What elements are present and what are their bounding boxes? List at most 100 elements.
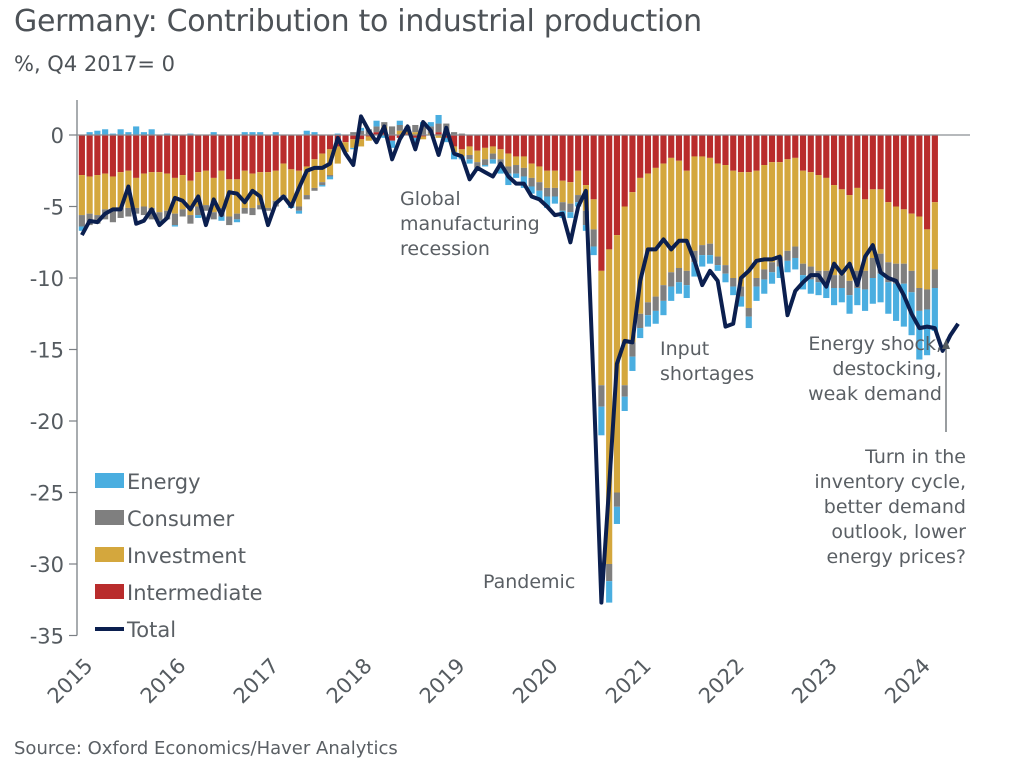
bar-energy <box>489 159 496 164</box>
bar-consumer <box>652 296 659 311</box>
bar-intermediate <box>737 135 745 173</box>
bar-consumer <box>768 262 776 273</box>
bar-intermediate <box>691 135 698 157</box>
bar-energy <box>869 278 876 304</box>
bar-consumer <box>792 246 799 258</box>
bar-intermediate <box>761 135 768 166</box>
bar-intermediate <box>241 135 248 171</box>
bar-investment <box>357 139 365 147</box>
bar-energy <box>629 356 636 371</box>
bar-intermediate <box>226 135 233 180</box>
bar-intermediate <box>94 135 101 176</box>
bar-energy <box>815 282 822 296</box>
bar-investment <box>218 170 225 208</box>
annotation: Energy shock, destocking, weak demand <box>808 333 942 405</box>
bar-energy <box>830 288 838 306</box>
bar-consumer <box>257 205 264 210</box>
annotation-line: Global <box>400 188 461 210</box>
bar-investment <box>272 170 279 201</box>
bar-investment <box>140 173 147 207</box>
bar-energy <box>792 257 799 270</box>
bar-investment <box>644 173 652 303</box>
bar-energy <box>613 506 620 524</box>
annotation-line: better demand <box>824 496 966 518</box>
x-tick-label: 2024 <box>880 654 935 709</box>
bar-investment <box>210 177 217 213</box>
bar-consumer <box>396 124 403 131</box>
arrow-head-icon <box>942 339 950 349</box>
bar-investment <box>683 170 690 271</box>
bar-consumer <box>908 270 915 293</box>
bar-intermediate <box>567 135 574 183</box>
bar-intermediate <box>357 135 365 140</box>
total-line-layer <box>80 114 960 605</box>
bar-consumer <box>753 278 760 287</box>
bar-consumer <box>210 212 217 220</box>
bar-investment <box>590 199 597 230</box>
bar-investment <box>854 187 861 271</box>
bar-investment <box>195 172 202 207</box>
bar-investment <box>536 166 543 183</box>
bar-intermediate <box>590 135 597 200</box>
bar-energy <box>753 286 760 301</box>
bar-investment <box>784 159 791 251</box>
bar-intermediate <box>861 135 869 200</box>
bar-intermediate <box>606 135 613 250</box>
bar-intermediate <box>869 135 876 190</box>
bar-intermediate <box>117 135 124 173</box>
bar-energy <box>373 120 380 127</box>
bar-investment <box>148 172 155 208</box>
bar-consumer <box>637 313 644 329</box>
bar-intermediate <box>295 135 303 171</box>
bar-investment <box>838 189 845 276</box>
bar-investment <box>924 229 931 290</box>
bar-investment <box>753 170 760 278</box>
annotation-line: recession <box>400 238 490 260</box>
bar-energy <box>637 328 644 339</box>
bar-investment <box>342 142 349 153</box>
bar-energy <box>350 147 357 150</box>
legend-swatch-consumer <box>95 510 124 525</box>
bar-energy <box>148 129 155 135</box>
bar-intermediate <box>823 135 830 178</box>
bar-investment <box>350 139 357 148</box>
bar-intermediate <box>109 135 116 177</box>
bar-energy <box>745 316 752 329</box>
bar-consumer <box>489 153 496 160</box>
bar-consumer <box>311 187 318 191</box>
bar-consumer <box>730 278 737 287</box>
bar-energy <box>497 166 504 174</box>
bar-intermediate <box>342 135 349 143</box>
chart-title: Germany: Contribution to industrial prod… <box>14 4 702 39</box>
bar-consumer <box>303 195 310 200</box>
bar-consumer <box>706 243 714 256</box>
annotation: Turn in the inventory cycle, better demand… <box>814 446 966 568</box>
bar-intermediate <box>466 135 473 147</box>
source-note: Source: Oxford Economics/Haver Analytics <box>14 738 398 759</box>
bar-investment <box>675 160 683 268</box>
bar-intermediate <box>288 135 295 170</box>
bar-energy <box>606 581 613 603</box>
bar-energy <box>621 396 628 411</box>
bar-energy <box>466 159 473 164</box>
bar-intermediate <box>838 135 845 190</box>
bar-consumer <box>644 302 652 316</box>
bar-consumer <box>319 182 326 186</box>
bar-consumer <box>373 126 380 133</box>
bar-intermediate <box>388 135 396 141</box>
annotation-line: weak demand <box>808 383 942 405</box>
bar-consumer <box>761 269 768 280</box>
bar-energy <box>94 130 101 135</box>
bar-investment <box>458 149 465 157</box>
bar-intermediate <box>505 135 512 154</box>
bar-intermediate <box>171 135 178 178</box>
bar-intermediate <box>753 135 760 171</box>
bar-intermediate <box>373 132 380 135</box>
legend-label-consumer: Consumer <box>127 507 234 531</box>
bar-intermediate <box>660 135 667 164</box>
bar-consumer <box>699 245 706 256</box>
bar-intermediate <box>102 135 109 174</box>
annotation-line: destocking, <box>832 358 942 380</box>
bar-energy <box>482 165 489 167</box>
bar-intermediate <box>792 135 799 158</box>
